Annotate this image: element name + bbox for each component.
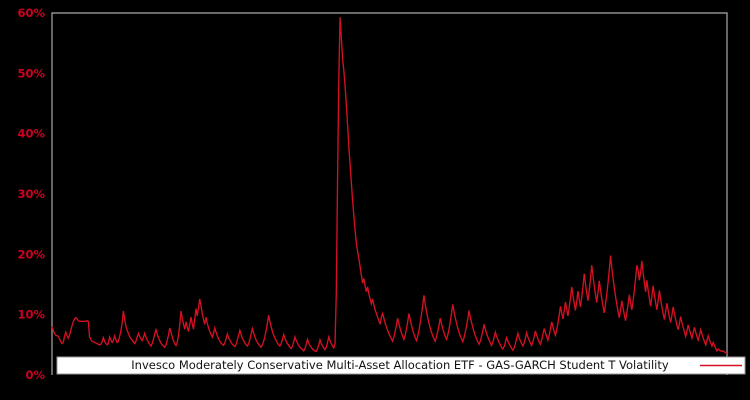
legend-box — [56, 356, 746, 375]
y-tick-label-0pct: 0% — [25, 368, 45, 382]
axis-frame-line — [51, 12, 728, 375]
legend-label: Invesco Moderately Conservative Multi-As… — [131, 358, 669, 372]
y-tick-label-30pct: 30% — [17, 187, 45, 201]
data-series-group — [51, 17, 728, 354]
legend[interactable]: Invesco Moderately Conservative Multi-As… — [56, 356, 746, 375]
y-axis-tick-labels: 0% 10% 20% 30% 40% 50% 60% — [17, 6, 45, 382]
plot-frame — [51, 12, 728, 375]
volatility-series-line — [51, 17, 728, 354]
y-tick-label-10pct: 10% — [17, 308, 45, 322]
y-tick-label-60pct: 60% — [17, 6, 45, 20]
y-tick-label-20pct: 20% — [17, 247, 45, 261]
y-tick-label-50pct: 50% — [17, 66, 45, 80]
y-tick-label-40pct: 40% — [17, 127, 45, 141]
